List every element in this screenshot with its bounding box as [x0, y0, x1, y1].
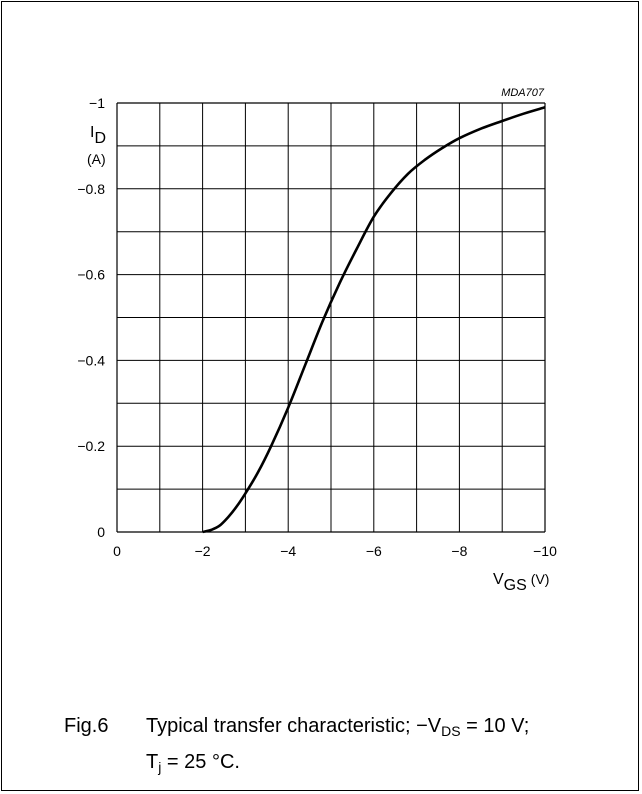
y-tick-label: 0 [97, 524, 105, 540]
y-axis-subscript: D [94, 130, 106, 147]
x-tick-label: −8 [451, 543, 467, 559]
y-tick-label: −0.6 [77, 267, 105, 283]
figure-caption: Fig.6 Typical transfer characteristic; −V… [64, 708, 529, 780]
chart-code: MDA707 [501, 87, 545, 99]
x-tick-label: −2 [195, 543, 211, 559]
y-tick-label: −0.2 [77, 438, 105, 454]
grid [116, 102, 546, 533]
caption-line-2: Tj = 25 °C. [64, 744, 529, 780]
y-axis-unit: (A) [87, 151, 106, 167]
caption-text-c: T [146, 751, 159, 773]
y-tick-label: −0.8 [77, 181, 105, 197]
caption-sub-a: DS [441, 723, 461, 739]
transfer-curve [202, 106, 546, 534]
x-axis-symbol: V [493, 571, 504, 588]
y-tick-label: −1 [89, 95, 105, 111]
y-axis-symbol: I [90, 124, 94, 141]
x-tick-label: −10 [533, 543, 557, 559]
x-axis-subscript: GS [504, 577, 527, 594]
x-axis-unit: (V) [531, 571, 550, 587]
caption-text-b: = 10 V; [460, 715, 530, 737]
x-axis-label: VGS (V) [493, 571, 549, 594]
tick-labels: 0 −2 −4 −6 −8 −10 0 −0.2 −0.4 −0.6 −0.8 −1 [77, 95, 557, 559]
caption-text-d: = 25 °C. [161, 751, 240, 773]
x-tick-label: −6 [366, 543, 382, 559]
x-tick-label: −4 [280, 543, 296, 559]
caption-fig-label: Fig.6 [64, 715, 109, 737]
y-axis-label: ID [90, 124, 106, 147]
y-tick-label: −0.4 [77, 352, 105, 368]
caption-line-1: Fig.6 Typical transfer characteristic; −V… [64, 708, 529, 744]
data-series [202, 106, 546, 534]
x-tick-label: 0 [113, 543, 121, 559]
caption-text-a: Typical transfer characteristic; −V [146, 715, 442, 737]
caption-sub-c: j [158, 759, 162, 775]
